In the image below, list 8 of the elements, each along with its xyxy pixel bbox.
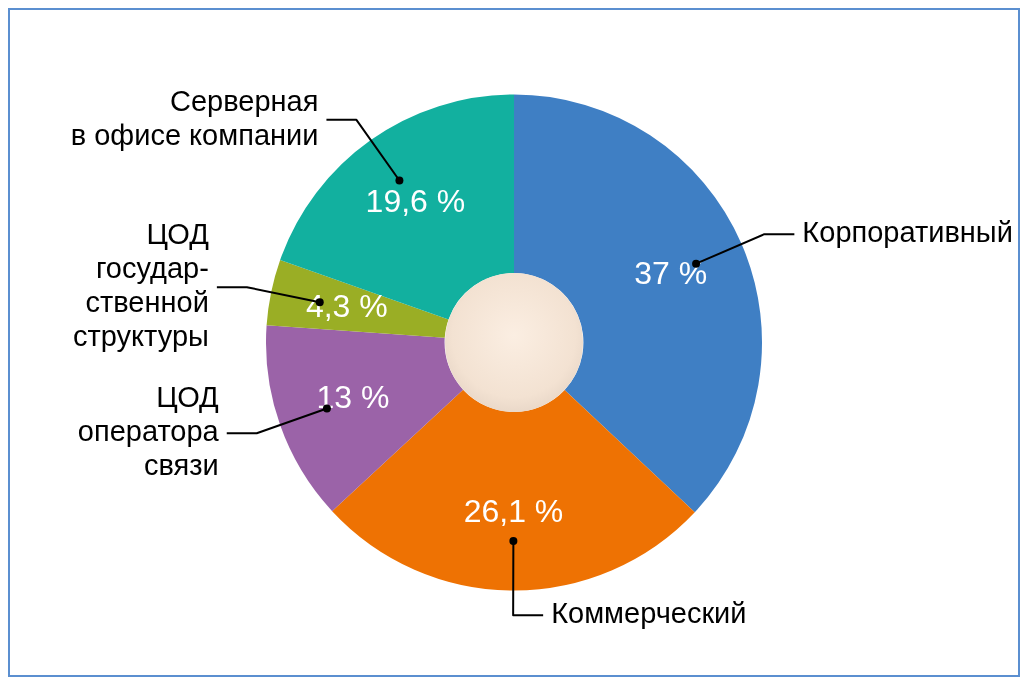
slice-label: Коммерческий <box>551 597 747 630</box>
slice-label: Корпоративный <box>802 216 1013 249</box>
data-label: 37 % <box>634 254 708 291</box>
slice-label: ЦОД государ- ственной структуры <box>73 218 210 353</box>
data-label: 26,1 % <box>463 493 564 530</box>
slice-label: Серверная в офисе компании <box>70 84 319 151</box>
slice-label: ЦОД оператора связи <box>77 381 220 482</box>
data-label: 19,6 % <box>365 182 466 219</box>
